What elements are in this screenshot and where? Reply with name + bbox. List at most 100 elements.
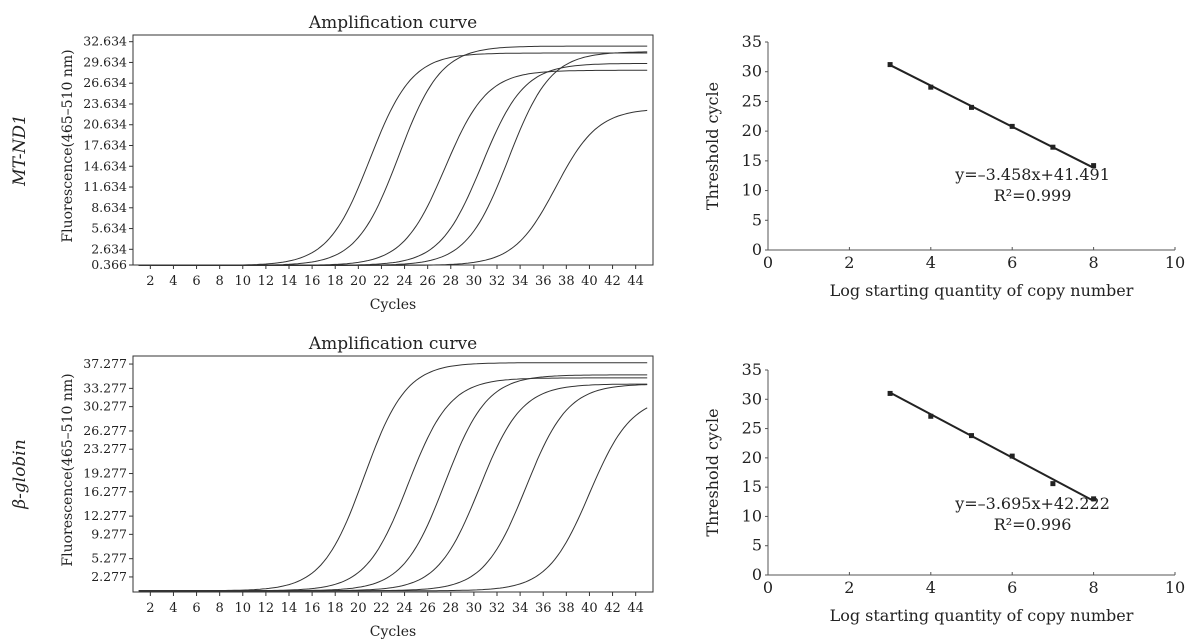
amplification-curve bbox=[138, 51, 648, 266]
x-tick-label: 20 bbox=[350, 274, 367, 289]
y-tick-label: 5 bbox=[752, 210, 762, 229]
x-tick-label: 40 bbox=[581, 601, 598, 616]
amplification-curve bbox=[138, 69, 648, 266]
x-tick-label: 36 bbox=[535, 601, 552, 616]
x-tick-label: 6 bbox=[192, 274, 200, 289]
data-point bbox=[1091, 496, 1097, 502]
x-tick-label: 42 bbox=[604, 274, 621, 289]
x-tick-label: 42 bbox=[604, 601, 621, 616]
x-tick-label: 22 bbox=[373, 274, 390, 289]
x-tick-label: 44 bbox=[627, 274, 644, 289]
x-axis-label: Cycles bbox=[370, 297, 416, 313]
row-label: MT-ND1 bbox=[10, 114, 30, 187]
amplification-curve bbox=[138, 63, 648, 266]
plot-frame bbox=[132, 34, 654, 266]
x-tick-label: 8 bbox=[216, 274, 224, 289]
regression-line bbox=[889, 64, 1095, 169]
data-point bbox=[1009, 123, 1015, 129]
x-tick-label: 28 bbox=[443, 274, 460, 289]
x-tick-label: 14 bbox=[281, 274, 298, 289]
x-tick-label: 2 bbox=[146, 274, 154, 289]
x-tick-label: 0 bbox=[763, 578, 773, 597]
x-tick-label: 44 bbox=[627, 601, 644, 616]
x-tick-label: 22 bbox=[373, 601, 390, 616]
y-tick-label: 15 bbox=[742, 477, 762, 496]
y-tick-label: 16.277 bbox=[83, 484, 127, 499]
x-tick-label: 2 bbox=[844, 578, 854, 597]
y-tick-label: 26.634 bbox=[83, 75, 127, 90]
data-point bbox=[887, 62, 893, 68]
x-axis-label: Cycles bbox=[370, 624, 416, 640]
y-tick-label: 9.277 bbox=[91, 526, 127, 541]
y-tick-label: 25 bbox=[742, 419, 762, 438]
data-point bbox=[969, 104, 974, 110]
y-tick-label: 2.634 bbox=[91, 241, 127, 256]
data-point bbox=[1091, 163, 1097, 169]
y-tick-label: 5.634 bbox=[91, 221, 127, 236]
y-tick-label: 20.634 bbox=[83, 117, 127, 132]
x-tick-label: 26 bbox=[419, 601, 436, 616]
x-tick-label: 28 bbox=[443, 601, 460, 616]
x-tick-label: 0 bbox=[763, 253, 773, 272]
x-tick-label: 18 bbox=[327, 274, 344, 289]
x-tick-label: 24 bbox=[396, 274, 413, 289]
y-tick-label: 29.634 bbox=[83, 54, 127, 69]
x-tick-label: 26 bbox=[419, 274, 436, 289]
amplification-curve bbox=[138, 374, 648, 592]
x-tick-label: 16 bbox=[304, 274, 321, 289]
amplification-curve bbox=[138, 407, 648, 592]
x-tick-label: 6 bbox=[1007, 253, 1017, 272]
y-tick-label: 30 bbox=[742, 389, 762, 408]
y-tick-label: 33.277 bbox=[83, 380, 127, 395]
y-tick-label: 23.277 bbox=[83, 441, 127, 456]
data-point bbox=[887, 390, 893, 396]
y-tick-label: 12.277 bbox=[83, 508, 127, 523]
amplification-curve bbox=[138, 377, 648, 592]
y-tick-label: 20 bbox=[742, 121, 762, 140]
y-tick-label: 35 bbox=[742, 360, 762, 379]
x-axis-label: Log starting quantity of copy number bbox=[830, 281, 1134, 300]
plot-frame bbox=[132, 355, 654, 593]
x-axis-label: Log starting quantity of copy number bbox=[830, 606, 1134, 625]
data-point bbox=[928, 84, 934, 90]
y-tick-label: 8.634 bbox=[91, 200, 127, 215]
chart-title: Amplification curve bbox=[308, 334, 477, 354]
x-tick-label: 16 bbox=[304, 601, 321, 616]
r-squared-label: R²=0.999 bbox=[994, 186, 1072, 205]
y-tick-label: 19.277 bbox=[83, 466, 127, 481]
y-tick-label: 0.366 bbox=[91, 257, 127, 272]
x-tick-label: 8 bbox=[1089, 578, 1099, 597]
y-tick-label: 0 bbox=[752, 240, 762, 259]
amplification-chart-2: 2 4 6 8 10 12 14 16 18 20 22 24 26 28 30 32 34 36 38 40 42 44… bbox=[10, 334, 654, 640]
regression-equation: y=–3.458x+41.491 bbox=[954, 165, 1110, 184]
y-tick-label: 10 bbox=[742, 506, 762, 525]
x-tick-label: 4 bbox=[926, 578, 936, 597]
y-tick-label: 0 bbox=[752, 565, 762, 584]
y-tick-label: 37.277 bbox=[83, 356, 127, 371]
y-tick-label: 26.277 bbox=[83, 423, 127, 438]
x-tick-label: 4 bbox=[169, 274, 177, 289]
amplification-curve bbox=[138, 362, 648, 592]
data-point bbox=[1050, 481, 1056, 487]
y-tick-label: 11.634 bbox=[83, 179, 127, 194]
x-tick-label: 38 bbox=[558, 601, 575, 616]
data-point bbox=[969, 433, 974, 439]
y-tick-label: 10 bbox=[742, 181, 762, 200]
x-tick-label: 2 bbox=[844, 253, 854, 272]
standard-curve-chart-1: 0 2 4 6 8 10 0 5 10 15 20 25 30 35 Log starting quanti… bbox=[703, 32, 1185, 300]
x-tick-label: 8 bbox=[1089, 253, 1099, 272]
data-point bbox=[1009, 453, 1015, 459]
y-tick-label: 15 bbox=[742, 151, 762, 170]
r-squared-label: R²=0.996 bbox=[994, 515, 1072, 534]
y-tick-label: 25 bbox=[742, 91, 762, 110]
x-tick-label: 10 bbox=[235, 274, 252, 289]
x-tick-label: 30 bbox=[466, 601, 483, 616]
x-tick-label: 40 bbox=[581, 274, 598, 289]
chart-title: Amplification curve bbox=[308, 13, 477, 33]
x-tick-label: 32 bbox=[489, 274, 506, 289]
data-point bbox=[1050, 144, 1056, 150]
y-tick-label: 5 bbox=[752, 536, 762, 555]
x-tick-label: 34 bbox=[512, 274, 529, 289]
x-tick-label: 18 bbox=[327, 601, 344, 616]
